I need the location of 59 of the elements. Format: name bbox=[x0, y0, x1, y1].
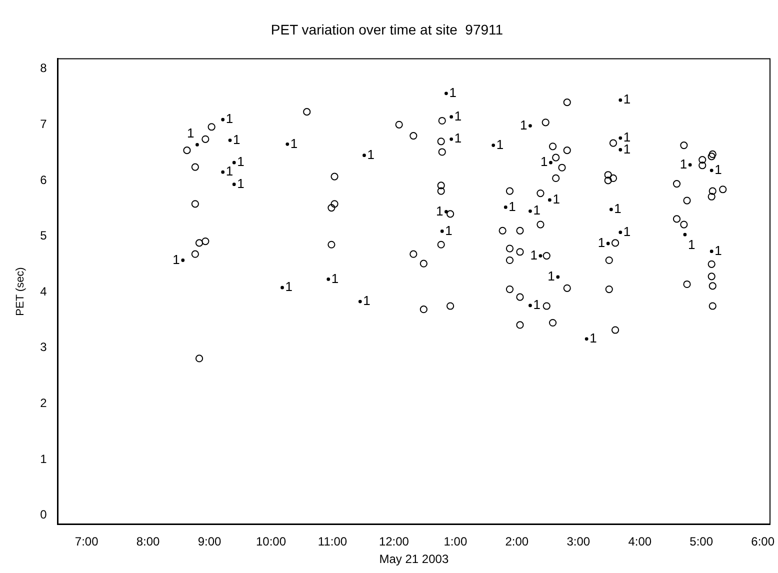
text: 1 bbox=[367, 146, 374, 162]
y-tick-label: 4 bbox=[40, 284, 48, 298]
text: 1 bbox=[598, 235, 606, 250]
text: 1 bbox=[623, 92, 631, 107]
text: 1 bbox=[285, 279, 293, 294]
text: 1 bbox=[496, 136, 504, 152]
x-tick-label: 11:00 bbox=[318, 534, 348, 549]
x-tick-label: 6:00 bbox=[751, 534, 775, 549]
x-axis-title: May 21 2003 bbox=[379, 552, 449, 566]
text: 1 bbox=[533, 297, 540, 312]
x-tick-label: 8:00 bbox=[136, 534, 160, 549]
text: 1 bbox=[186, 125, 194, 140]
text: 1 bbox=[233, 132, 240, 147]
x-tick-label: 12:00 bbox=[378, 534, 410, 549]
y-tick-label: 7 bbox=[40, 116, 48, 131]
y-tick-label: 2 bbox=[40, 396, 48, 410]
y-axis-title: PET (sec) bbox=[14, 267, 27, 316]
text: 1 bbox=[449, 84, 456, 100]
x-tick-label: 3:00 bbox=[566, 534, 590, 549]
text: 1 bbox=[436, 203, 444, 218]
text: 1 bbox=[540, 154, 548, 170]
text: 1 bbox=[363, 293, 370, 308]
text: 1 bbox=[590, 330, 597, 346]
y-tick-label: 3 bbox=[40, 340, 48, 354]
y-tick-label: 0 bbox=[40, 508, 48, 522]
x-tick-label: 4:00 bbox=[628, 534, 652, 549]
text: 1 bbox=[226, 164, 234, 179]
text: 1 bbox=[530, 247, 538, 262]
y-tick-label: 5 bbox=[40, 228, 48, 243]
x-tick-label: 1:00 bbox=[444, 534, 468, 549]
text: 1 bbox=[520, 117, 528, 132]
text: 1 bbox=[680, 156, 688, 172]
text: 1 bbox=[454, 130, 462, 146]
text: 1 bbox=[688, 237, 696, 252]
x-tick-label: 7:00 bbox=[74, 534, 99, 549]
text: 1 bbox=[623, 224, 631, 239]
text: 1 bbox=[533, 202, 540, 218]
x-tick-label: 2:00 bbox=[505, 534, 529, 549]
text: 1 bbox=[552, 192, 560, 207]
text: 1 bbox=[508, 198, 516, 214]
chart-title: PET variation over time at site 97911 bbox=[270, 21, 504, 38]
text: 1 bbox=[714, 242, 722, 258]
text: 1 bbox=[454, 108, 462, 124]
text: 1 bbox=[237, 154, 244, 170]
text: 1 bbox=[445, 222, 452, 238]
text: 1 bbox=[226, 111, 234, 126]
text: 1 bbox=[237, 176, 244, 191]
text: 1 bbox=[290, 136, 298, 151]
text: 1 bbox=[614, 201, 622, 216]
text: 1 bbox=[172, 252, 180, 267]
text: 1 bbox=[331, 270, 339, 286]
x-tick-label: 10:00 bbox=[256, 534, 286, 549]
x-tick-label: 5:00 bbox=[690, 534, 714, 549]
text: 1 bbox=[548, 268, 555, 284]
y-tick-label: 6 bbox=[40, 172, 48, 187]
y-tick-label: 1 bbox=[40, 452, 48, 466]
text: 1 bbox=[714, 162, 722, 177]
y-tick-label: 8 bbox=[40, 61, 48, 76]
x-tick-label: 9:00 bbox=[198, 534, 222, 549]
